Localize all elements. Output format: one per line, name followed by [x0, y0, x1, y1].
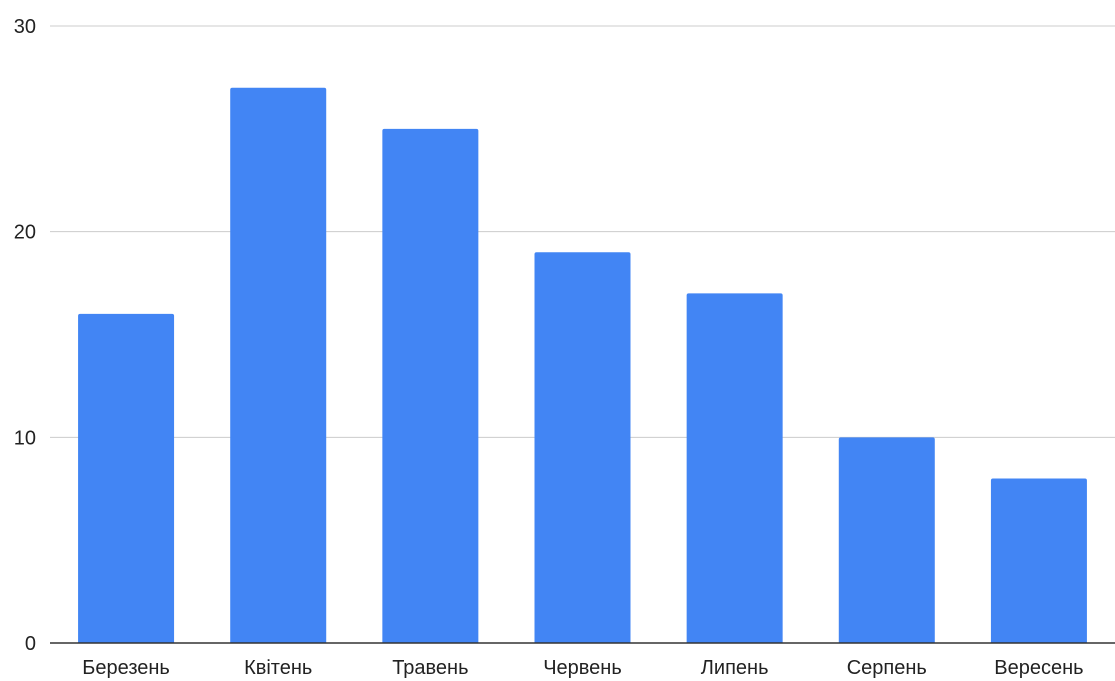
x-category-label: Травень [392, 657, 468, 679]
y-tick-label: 10 [14, 427, 36, 449]
x-category-label: Березень [82, 657, 170, 679]
y-tick-label: 20 [14, 222, 36, 244]
x-category-label: Червень [543, 657, 622, 679]
x-category-label: Вересень [994, 657, 1083, 679]
bar-6 [838, 437, 935, 643]
bars [78, 87, 1087, 644]
y-axis-tick-labels: 0 10 20 30 [14, 16, 36, 655]
bar-4 [534, 252, 631, 643]
y-tick-label: 30 [14, 16, 36, 38]
bar-1 [78, 313, 175, 643]
x-category-label: Квітень [244, 657, 312, 679]
x-category-label: Серпень [847, 657, 927, 679]
x-category-label: Липень [701, 657, 769, 679]
bar-3 [382, 128, 479, 644]
bar-5 [686, 293, 783, 643]
bar-2 [230, 87, 327, 643]
y-tick-label: 0 [25, 633, 36, 655]
bar-7 [990, 478, 1087, 643]
x-axis-category-labels: Березень Квітень Травень Червень Липень Серпе… [82, 657, 1083, 679]
